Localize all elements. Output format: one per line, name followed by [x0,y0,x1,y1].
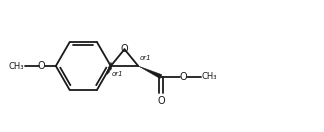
Text: or1: or1 [139,55,151,61]
Text: O: O [121,44,128,54]
Text: O: O [180,72,188,82]
Polygon shape [138,66,162,79]
Text: CH₃: CH₃ [9,62,24,70]
Text: O: O [157,96,165,106]
Text: CH₃: CH₃ [202,72,217,81]
Text: or1: or1 [112,71,123,77]
Text: O: O [38,61,46,71]
